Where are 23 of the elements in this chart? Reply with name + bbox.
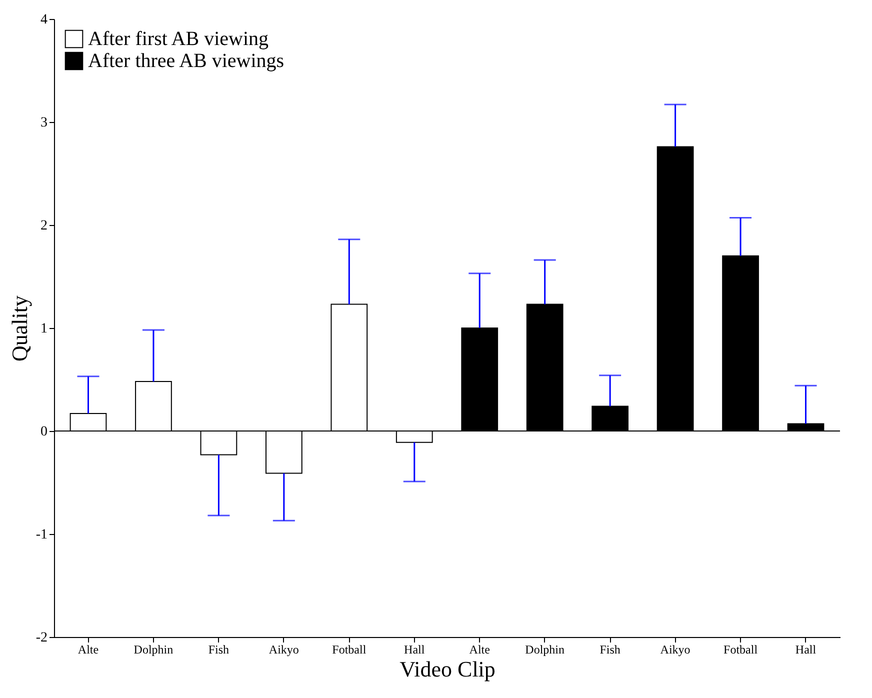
legend-label: After first AB viewing [88, 28, 269, 50]
y-tick-label: -1 [36, 528, 48, 542]
y-tick-label: 1 [40, 322, 48, 336]
x-tick-label: Hall [795, 642, 817, 656]
x-axis-title: Video Clip [400, 656, 496, 682]
x-tick-label: Aikyo [660, 642, 690, 656]
x-tick-label: Alte [469, 642, 490, 656]
y-axis-title: Quality [6, 296, 32, 362]
x-tick-label: Dolphin [134, 642, 174, 656]
y-tick-label: -2 [36, 630, 48, 646]
x-tick-label: Dolphin [525, 642, 565, 656]
x-tick-label: Hall [404, 642, 426, 656]
y-tick-label: 0 [40, 424, 48, 440]
x-tick-label: Fotball [332, 642, 367, 656]
y-tick-label: 2 [40, 218, 48, 234]
x-tick-label: Alte [78, 642, 99, 656]
x-tick-label: Aikyo [268, 642, 299, 656]
y-tick-label: 4 [40, 12, 48, 28]
x-tick-label: Fish [600, 642, 620, 656]
legend-label: After three AB viewings [88, 50, 284, 72]
y-tick-label: 3 [40, 116, 48, 130]
x-tick-label: Fish [208, 642, 230, 656]
x-tick-label: Fotball [724, 642, 758, 656]
